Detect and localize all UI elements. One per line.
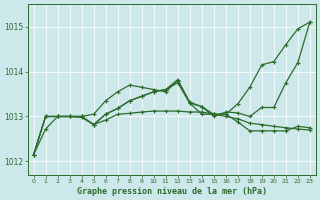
X-axis label: Graphe pression niveau de la mer (hPa): Graphe pression niveau de la mer (hPa) — [77, 187, 267, 196]
